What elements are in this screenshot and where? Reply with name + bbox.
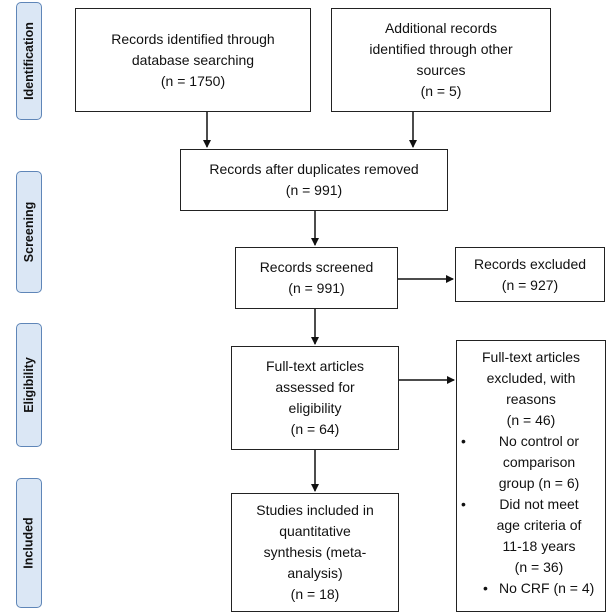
box-fulltext-line-1: Full-text articles	[265, 358, 365, 374]
box-fulltext-line-2: assessed for	[275, 379, 355, 395]
box-excluded-line-2: (n = 927)	[501, 276, 559, 293]
box-included-line-5: (n = 18)	[290, 586, 340, 602]
box-ftex-heading-4: (n = 46)	[506, 412, 556, 428]
box-fulltext-line-4: (n = 64)	[290, 421, 340, 437]
stage-included: Included	[16, 478, 42, 608]
box-database-line-3: (n = 1750)	[160, 72, 226, 89]
exclusion-reasons-list: • No control or comparison group (n = 6)…	[461, 431, 601, 599]
stage-identification: Identification	[16, 2, 42, 120]
box-duplicates-line-2: (n = 991)	[285, 182, 343, 198]
reason-2-line-3: 11-18 years	[502, 538, 576, 554]
exclusion-reason-item: • No CRF (n = 4)	[461, 578, 601, 599]
bullet-icon: •	[461, 433, 466, 449]
box-duplicates-removed: Records after duplicates removed (n = 99…	[180, 149, 448, 211]
box-database-records: Records identified through database sear…	[75, 8, 311, 112]
box-other-line-1: Additional records	[384, 20, 498, 36]
reason-1-line-2: comparison	[502, 454, 576, 470]
stage-screening-label: Screening	[22, 201, 36, 263]
box-ftex-heading-2: excluded, with	[486, 370, 576, 386]
box-ftex-heading-3: reasons	[506, 391, 556, 407]
stage-eligibility-label: Eligibility	[22, 357, 36, 413]
box-ftex-heading-1: Full-text articles	[481, 349, 581, 365]
box-other-sources: Additional records identified through ot…	[331, 8, 551, 112]
box-fulltext-line-3: eligibility	[288, 400, 342, 416]
box-database-line-1: Records identified through	[111, 30, 275, 47]
box-records-excluded: Records excluded (n = 927)	[455, 247, 605, 302]
stage-screening: Screening	[16, 171, 42, 293]
box-other-line-4: (n = 5)	[420, 83, 462, 99]
exclusion-reason-item: • No control or comparison group (n = 6)	[461, 431, 601, 494]
box-included-line-2: quantitative	[279, 523, 351, 539]
box-fulltext-assessed: Full-text articles assessed for eligibil…	[231, 346, 399, 450]
stage-eligibility: Eligibility	[16, 323, 42, 447]
box-other-line-3: sources	[416, 62, 466, 78]
box-included-line-1: Studies included in	[256, 502, 374, 518]
reason-3-line-1: No CRF (n = 4)	[499, 580, 595, 596]
box-fulltext-excluded: Full-text articles excluded, with reason…	[456, 340, 606, 612]
stage-included-label: Included	[22, 517, 36, 569]
box-records-screened: Records screened (n = 991)	[235, 247, 398, 309]
box-duplicates-line-1: Records after duplicates removed	[209, 161, 419, 177]
reason-1-line-1: No control or	[498, 433, 580, 449]
bullet-icon: •	[461, 496, 466, 512]
bullet-icon: •	[483, 580, 488, 596]
box-excluded-line-1: Records excluded	[473, 255, 587, 272]
box-studies-included: Studies included in quantitative synthes…	[231, 493, 399, 612]
box-included-line-3: synthesis (meta-	[263, 544, 367, 560]
reason-2-line-4: (n = 36)	[514, 559, 564, 575]
box-screened-line-1: Records screened	[259, 259, 374, 275]
exclusion-reason-item: • Did not meet age criteria of 11-18 yea…	[461, 494, 601, 578]
box-included-line-4: analysis)	[287, 565, 343, 581]
box-screened-line-2: (n = 991)	[288, 280, 345, 296]
reason-2-line-1: Did not meet	[499, 496, 579, 512]
stage-identification-label: Identification	[22, 22, 36, 100]
reason-2-line-2: age criteria of	[496, 517, 582, 533]
reason-1-line-3: group (n = 6)	[498, 475, 580, 491]
box-other-line-2: identified through other	[369, 41, 513, 57]
box-database-line-2: database searching	[131, 51, 255, 68]
